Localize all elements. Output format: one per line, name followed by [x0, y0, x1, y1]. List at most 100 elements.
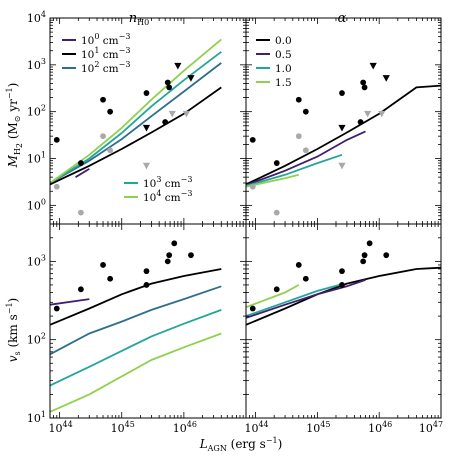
x-tick-label: 1045: [111, 420, 135, 435]
legend-left-a-label: 102 cm−3: [81, 60, 130, 75]
y-tick-label: 103: [27, 57, 46, 72]
obs-point-triangle: [168, 110, 176, 118]
obs-point: [302, 275, 309, 282]
obs-point: [295, 262, 302, 268]
x-tick-label: 1046: [173, 420, 197, 435]
obs-point-triangle: [369, 62, 377, 70]
x-tick-label: 1045: [306, 420, 330, 435]
series-line: [50, 298, 90, 306]
obs-point-triangle: [187, 75, 195, 82]
obs-point: [249, 183, 256, 190]
panel-frame-bottom-right: [245, 223, 442, 419]
obs-point: [53, 305, 60, 312]
plot-area-top-left: [50, 38, 222, 216]
panel-frame-bottom-left: [49, 223, 247, 419]
legend-left-b-label: 103 cm−3: [143, 175, 192, 190]
plot-area-top-right: [246, 62, 441, 216]
obs-point-triangle: [364, 110, 372, 118]
obs-point: [273, 160, 280, 166]
obs-point: [295, 96, 302, 103]
x-tick-label: 1044: [49, 420, 73, 435]
obs-point: [77, 209, 84, 216]
obs-point: [188, 252, 194, 259]
obs-point: [107, 275, 114, 282]
obs-point: [166, 84, 173, 91]
obs-point: [249, 136, 256, 143]
series-line: [50, 332, 222, 413]
obs-point-triangle: [142, 162, 151, 170]
series-line: [50, 38, 222, 184]
obs-point: [273, 209, 280, 216]
legend-right-label: 1.0: [275, 63, 292, 75]
obs-point: [361, 84, 368, 91]
obs-point-triangle: [382, 75, 390, 82]
obs-point-triangle: [182, 110, 191, 118]
obs-point: [357, 119, 364, 125]
y-tick-label: 100: [27, 197, 46, 212]
series-line: [246, 153, 343, 187]
obs-point: [77, 286, 84, 293]
y-tick-label: 103: [27, 253, 46, 268]
series-line: [50, 86, 222, 186]
y-tick-label: 104: [27, 10, 46, 25]
obs-point: [53, 183, 60, 190]
y-tick-label: 101: [27, 410, 46, 425]
x-axis-label: LAGN (erg s−1): [199, 436, 283, 453]
obs-point: [164, 258, 171, 265]
legend-right-label: 0.5: [275, 49, 292, 61]
series-line: [246, 130, 366, 187]
series-line: [246, 283, 343, 317]
y-tick-label: 101: [27, 151, 46, 166]
obs-point: [143, 282, 150, 288]
obs-point: [383, 252, 390, 259]
x-tick-label: 1046: [368, 420, 392, 435]
obs-point: [77, 160, 84, 166]
obs-point-triangle: [338, 124, 346, 132]
obs-point: [302, 108, 309, 115]
obs-point: [107, 108, 114, 115]
obs-point: [339, 268, 345, 275]
obs-point: [143, 90, 150, 96]
obs-point: [339, 282, 345, 288]
obs-point-triangle: [378, 110, 386, 118]
series-line: [50, 51, 222, 184]
obs-point: [366, 240, 373, 247]
obs-point: [361, 252, 368, 259]
x-tick-label: 1047: [419, 420, 443, 435]
obs-point: [100, 133, 106, 140]
y-tick-label: 102: [27, 332, 46, 347]
legend-right-label: 0.0: [275, 35, 292, 47]
obs-point: [166, 252, 173, 259]
obs-point-triangle: [174, 62, 182, 70]
obs-point: [249, 305, 256, 312]
series-line: [246, 173, 300, 188]
title-right: α: [338, 11, 347, 26]
series-line: [50, 285, 222, 356]
title-left: nH0: [129, 11, 149, 27]
obs-point: [53, 136, 60, 143]
obs-point: [339, 90, 345, 96]
obs-point: [164, 79, 171, 86]
series-line: [75, 168, 90, 178]
series-line: [246, 279, 366, 319]
series-line: [50, 268, 222, 326]
obs-point-triangle: [142, 124, 151, 132]
obs-point: [143, 268, 150, 275]
y-axis-label-bottom: vs (km s−1): [5, 298, 22, 363]
y-axis-label-top: MH2 (M⊙ yr−1): [5, 83, 24, 169]
legend-left-b-label: 104 cm−3: [143, 189, 192, 204]
y-tick-label: 102: [27, 104, 46, 119]
obs-point: [360, 258, 367, 265]
legend-left-a-label: 100 cm−3: [81, 32, 130, 47]
obs-point: [171, 240, 178, 247]
series-line: [246, 266, 441, 326]
series-line: [50, 309, 222, 387]
obs-point: [302, 147, 309, 154]
obs-point: [100, 96, 106, 103]
obs-point: [100, 262, 106, 268]
plot-area-bottom-left: [50, 240, 222, 413]
obs-point-triangle: [338, 162, 346, 170]
obs-point: [295, 133, 302, 140]
plot-area-bottom-right: [246, 240, 441, 326]
